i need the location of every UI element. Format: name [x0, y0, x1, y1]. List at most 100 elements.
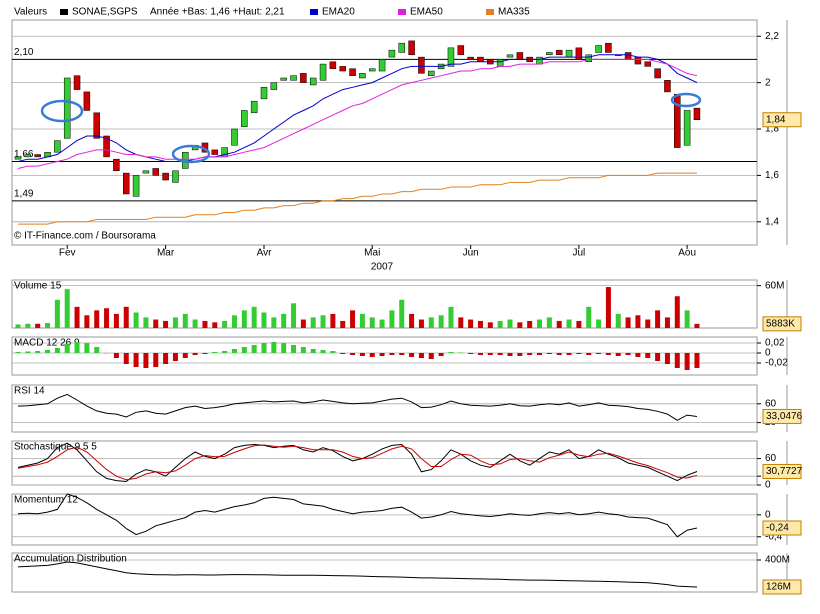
bar [487, 322, 493, 328]
legend-label: EMA50 [410, 7, 443, 18]
y-tick-label: 1,6 [765, 170, 779, 181]
bar [359, 313, 365, 328]
bar [438, 315, 444, 328]
y-tick-label: 2 [765, 77, 771, 88]
panel-frame [11, 552, 758, 593]
bar [202, 353, 208, 354]
bar [113, 313, 119, 328]
bar [222, 351, 228, 353]
last-value-label: 30,7727 [766, 466, 803, 477]
candle [24, 154, 32, 158]
bar [586, 306, 592, 328]
candle [664, 80, 671, 93]
bar [45, 323, 51, 328]
series-line [17, 58, 698, 169]
bar [271, 317, 277, 328]
panel-title: Volume 15 [14, 281, 62, 292]
x-tick-label: Mai [364, 248, 380, 259]
bar [409, 313, 415, 328]
reference-label: 1,49 [14, 189, 34, 200]
bar [615, 313, 621, 328]
bar [143, 317, 149, 328]
candle [300, 73, 307, 83]
last-value-label: 1,84 [766, 114, 786, 125]
bar [340, 320, 346, 328]
reference-label: 2,10 [14, 47, 34, 58]
bar [251, 345, 257, 353]
bar [320, 350, 326, 353]
bar [527, 353, 533, 355]
candle [575, 47, 583, 60]
bar [556, 353, 562, 355]
bar [340, 353, 346, 354]
bar [655, 353, 661, 361]
candle [142, 170, 150, 174]
bar [291, 303, 297, 328]
panel-frame [11, 384, 758, 433]
bar [359, 353, 365, 356]
bar [546, 353, 552, 354]
panel-title: Stochastique 9 5 5 [14, 442, 97, 453]
bar [300, 347, 306, 353]
bar [231, 315, 237, 328]
bar [54, 299, 60, 328]
y-tick-label: 60 [765, 453, 777, 464]
bar [586, 353, 592, 355]
last-value-label: 5883K [766, 318, 795, 329]
candle [536, 56, 543, 65]
legend-label: EMA20 [322, 7, 355, 18]
bar [281, 313, 287, 328]
candle [309, 77, 317, 86]
candle [457, 45, 465, 56]
bar [143, 353, 149, 368]
bar [507, 319, 513, 328]
bar [35, 351, 41, 353]
bar [477, 320, 483, 328]
panel-title: Momentum 12 [14, 495, 78, 506]
last-value-box [762, 408, 802, 424]
candle [408, 40, 415, 56]
bar [684, 310, 690, 328]
bar [192, 319, 198, 328]
panel-frame [11, 19, 758, 246]
legend-swatch [398, 9, 406, 15]
bar [45, 350, 51, 353]
bar [674, 353, 680, 368]
bar [537, 319, 543, 328]
bar [615, 353, 621, 356]
panel-frame [11, 493, 758, 546]
bar [655, 310, 661, 328]
reference-label: 1,66 [14, 149, 34, 160]
bar [438, 353, 444, 356]
bar [94, 347, 100, 353]
series-line [17, 561, 698, 588]
legend-swatch [310, 9, 318, 15]
candle [339, 66, 346, 72]
candle [73, 75, 81, 90]
y-tick-label: 0 [765, 348, 771, 359]
bar [694, 353, 700, 368]
bar [15, 352, 21, 353]
highlight-ellipses [40, 92, 702, 164]
bar [172, 317, 178, 328]
last-value-box [762, 463, 802, 479]
bar [231, 349, 237, 353]
candle [162, 172, 169, 181]
bar [300, 319, 306, 328]
bar [64, 289, 70, 328]
candle [555, 49, 563, 56]
bar [448, 306, 454, 328]
bar [556, 320, 562, 328]
candle [605, 42, 612, 53]
bar [281, 343, 287, 353]
bar [84, 315, 90, 328]
candle [83, 91, 91, 111]
bar [566, 353, 572, 355]
bar [104, 353, 110, 354]
bar [458, 317, 464, 328]
bar [64, 344, 70, 353]
bar [241, 347, 247, 353]
legend-label: SONAE,SGPS [72, 7, 138, 18]
candle [152, 168, 160, 176]
bar [123, 306, 129, 328]
